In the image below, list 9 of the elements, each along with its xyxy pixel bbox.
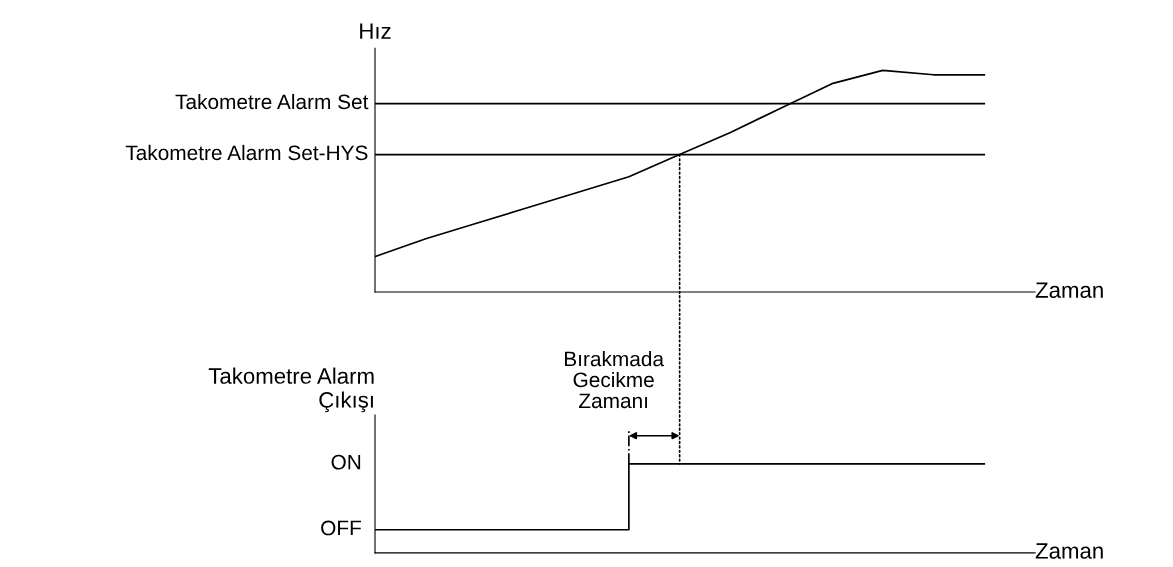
text: Bırakmada Gecikme Zamanı (564, 351, 665, 409)
text: OFF (321, 520, 361, 536)
text: ON (331, 454, 361, 470)
x-axis-title: Zaman (1035, 282, 1103, 298)
y-axis-title: Hız (360, 23, 391, 39)
y-axis-title: Takometre Alarm Çıkışı (208, 367, 374, 413)
x-axis-title: Zaman (1035, 543, 1103, 559)
ref-line-label: Takometre Alarm Set (175, 93, 369, 110)
ref-line-label: Takometre Alarm Set-HYS (125, 144, 368, 161)
